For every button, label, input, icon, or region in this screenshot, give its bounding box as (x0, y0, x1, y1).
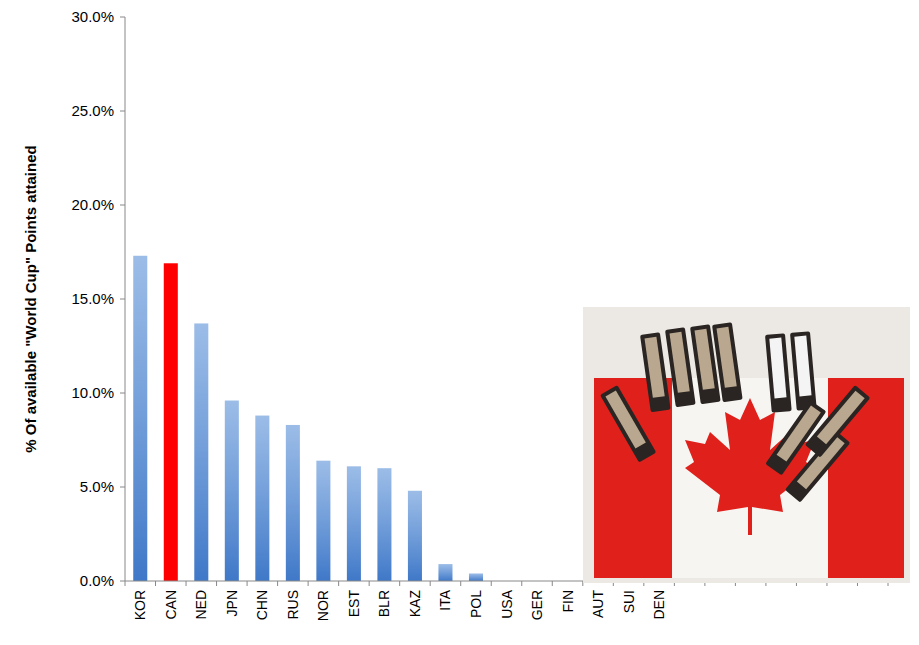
y-tick (120, 111, 125, 112)
x-tick (521, 581, 522, 586)
x-tick (552, 581, 553, 586)
x-tick (338, 581, 339, 586)
bar (286, 425, 300, 581)
x-tick-label: NED (193, 590, 209, 620)
y-tick (120, 299, 125, 300)
x-tick (125, 581, 126, 586)
y-tick (120, 393, 125, 394)
x-tick-label: CAN (163, 590, 179, 620)
y-tick (120, 487, 125, 488)
x-tick-label: KOR (132, 590, 148, 620)
x-tick (460, 581, 461, 586)
x-tick-label: FIN (560, 590, 576, 613)
y-tick (120, 17, 125, 18)
x-tick-label: DEN (651, 590, 667, 620)
bar (133, 256, 147, 581)
medal-case (790, 331, 817, 410)
y-tick-label: 15.0% (71, 290, 114, 307)
bar (194, 323, 208, 581)
y-tick-label: 5.0% (80, 478, 114, 495)
flag-red (594, 378, 904, 578)
y-tick-label: 0.0% (80, 572, 114, 589)
medal-case (640, 332, 671, 412)
y-tick-label: 30.0% (71, 8, 114, 25)
x-tick-label: SUI (621, 590, 637, 613)
medal-case (665, 327, 696, 407)
bars (133, 256, 483, 581)
y-tick (120, 205, 125, 206)
y-tick-label: 25.0% (71, 102, 114, 119)
x-tick (399, 581, 400, 586)
x-tick (430, 581, 431, 586)
chart: 0.0% 5.0% 10.0% 15.0% 20.0% 25.0% 30.0% KOR CAN N… (0, 0, 919, 645)
bar (316, 461, 330, 581)
x-tick-label: POL (468, 590, 484, 618)
medal-case (600, 385, 656, 463)
y-tick (120, 581, 125, 582)
photo-background (583, 307, 910, 583)
y-tick-label: 20.0% (71, 196, 114, 213)
x-tick (308, 581, 309, 586)
photo (583, 307, 910, 583)
x-tick (216, 581, 217, 586)
bar (347, 466, 361, 581)
x-tick (186, 581, 187, 586)
medal-case (805, 385, 870, 458)
x-tick-label: RUS (285, 590, 301, 620)
medal-case (712, 322, 743, 402)
bar (408, 491, 422, 581)
x-tick-label: EST (346, 590, 362, 618)
x-tick-label: BLR (376, 590, 392, 617)
bar (164, 263, 178, 581)
bar (255, 416, 269, 581)
bar (469, 573, 483, 581)
bar (438, 564, 452, 581)
x-tick-label: KAZ (407, 590, 423, 618)
x-tick-label: AUT (590, 590, 606, 618)
bar (377, 468, 391, 581)
medal-case (765, 333, 792, 412)
x-tick (277, 581, 278, 586)
y-tick-label: 10.0% (71, 384, 114, 401)
y-axis-title: % Of available "World Cup" Points attain… (22, 145, 39, 452)
x-tick-label: ITA (437, 589, 453, 610)
x-tick-label: JPN (224, 590, 240, 616)
bar (225, 401, 239, 581)
x-tick (369, 581, 370, 586)
x-tick (247, 581, 248, 586)
x-tick-label: NOR (315, 590, 331, 621)
x-tick-label: CHN (254, 590, 270, 620)
x-tick (155, 581, 156, 586)
x-tick-label: USA (499, 589, 515, 618)
x-tick (491, 581, 492, 586)
maple-leaf (685, 398, 815, 535)
x-tick-label: GER (529, 590, 545, 620)
